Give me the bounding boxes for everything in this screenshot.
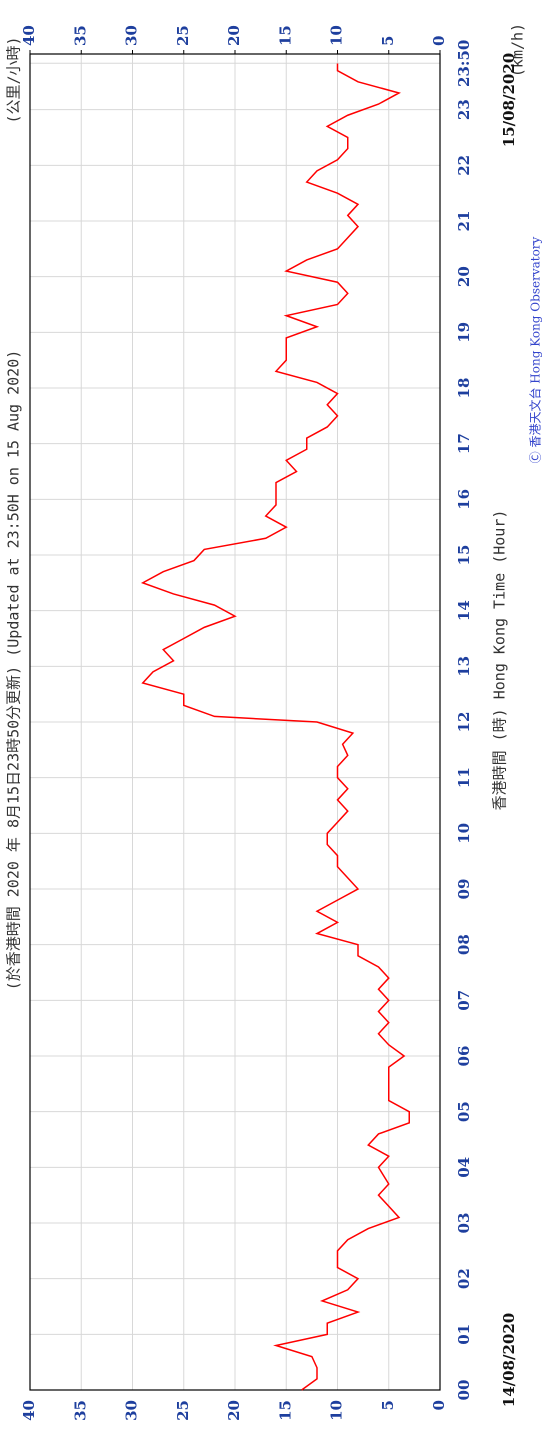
y2-tick-label: 25 <box>174 25 192 46</box>
y2-tick-label: 5 <box>379 36 397 46</box>
x-tick-label: 09 <box>455 879 473 900</box>
x-tick-label: 21 <box>455 211 473 232</box>
y-tick-label: 10 <box>328 1400 346 1421</box>
x-tick-label: 11 <box>455 767 473 788</box>
x-tick-label: 10 <box>455 823 473 844</box>
x-tick-label: 19 <box>455 322 473 343</box>
x-tick-label: 22 <box>455 155 473 176</box>
x-axis-label: 香港時間 (時) Hong Kong Time (Hour) <box>491 510 509 811</box>
y2-tick-label: 0 <box>430 36 448 46</box>
rotated-chart: (於香港時間 2020 年 8月15日23時50分更新) (Updated at… <box>5 23 543 1421</box>
y-tick-label: 20 <box>225 1400 243 1421</box>
y-unit-left: (公里/小時) <box>5 36 23 123</box>
y2-tick-label: 30 <box>123 25 141 46</box>
x-tick-label: 05 <box>455 1101 473 1122</box>
y2-tick-label: 10 <box>328 25 346 46</box>
y-tick-label: 40 <box>20 1400 38 1421</box>
start-date: 14/08/2020 <box>500 1313 518 1407</box>
x-tick-label: 06 <box>455 1046 473 1067</box>
x-tick-label: 18 <box>455 378 473 399</box>
y-tick-label: 0 <box>430 1400 448 1410</box>
x-tick-label: 13 <box>455 656 473 677</box>
y2-tick-label: 15 <box>276 25 294 46</box>
x-tick-label: 04 <box>455 1157 473 1178</box>
x-tick-label: 23:50 <box>455 40 473 87</box>
x-tick-label: 20 <box>455 266 473 287</box>
y-tick-label: 35 <box>71 1400 89 1421</box>
wind-line <box>140 63 410 1391</box>
end-date: 15/08/2020 <box>500 53 518 147</box>
x-tick-label: 12 <box>455 712 473 733</box>
x-tick-label: 02 <box>455 1268 473 1289</box>
y-tick-label: 5 <box>379 1400 397 1410</box>
x-tick-label: 14 <box>455 600 473 621</box>
y2-tick-label: 35 <box>71 25 89 46</box>
x-tick-label: 03 <box>455 1213 473 1234</box>
x-tick-label: 00 <box>455 1380 473 1401</box>
x-tick-label: 17 <box>455 433 473 454</box>
x-tick-label: 16 <box>455 489 473 510</box>
x-tick-label: 23 <box>455 99 473 120</box>
y-tick-label: 30 <box>123 1400 141 1421</box>
chart-title: (於香港時間 2020 年 8月15日23時50分更新) (Updated at… <box>5 350 23 991</box>
x-tick-label: 08 <box>455 934 473 955</box>
y2-tick-label: 20 <box>225 25 243 46</box>
credit: Ⓒ 香港天文台 Hong Kong Observatory <box>528 236 543 463</box>
y-tick-label: 25 <box>174 1400 192 1421</box>
x-tick-label: 07 <box>455 990 473 1011</box>
plot-frame <box>29 53 441 1391</box>
y-unit-right: (km/h) <box>509 23 527 77</box>
x-tick-label: 15 <box>455 545 473 566</box>
y2-tick-label: 40 <box>20 25 38 46</box>
y-tick-label: 15 <box>276 1400 294 1421</box>
x-tick-label: 01 <box>455 1324 473 1345</box>
